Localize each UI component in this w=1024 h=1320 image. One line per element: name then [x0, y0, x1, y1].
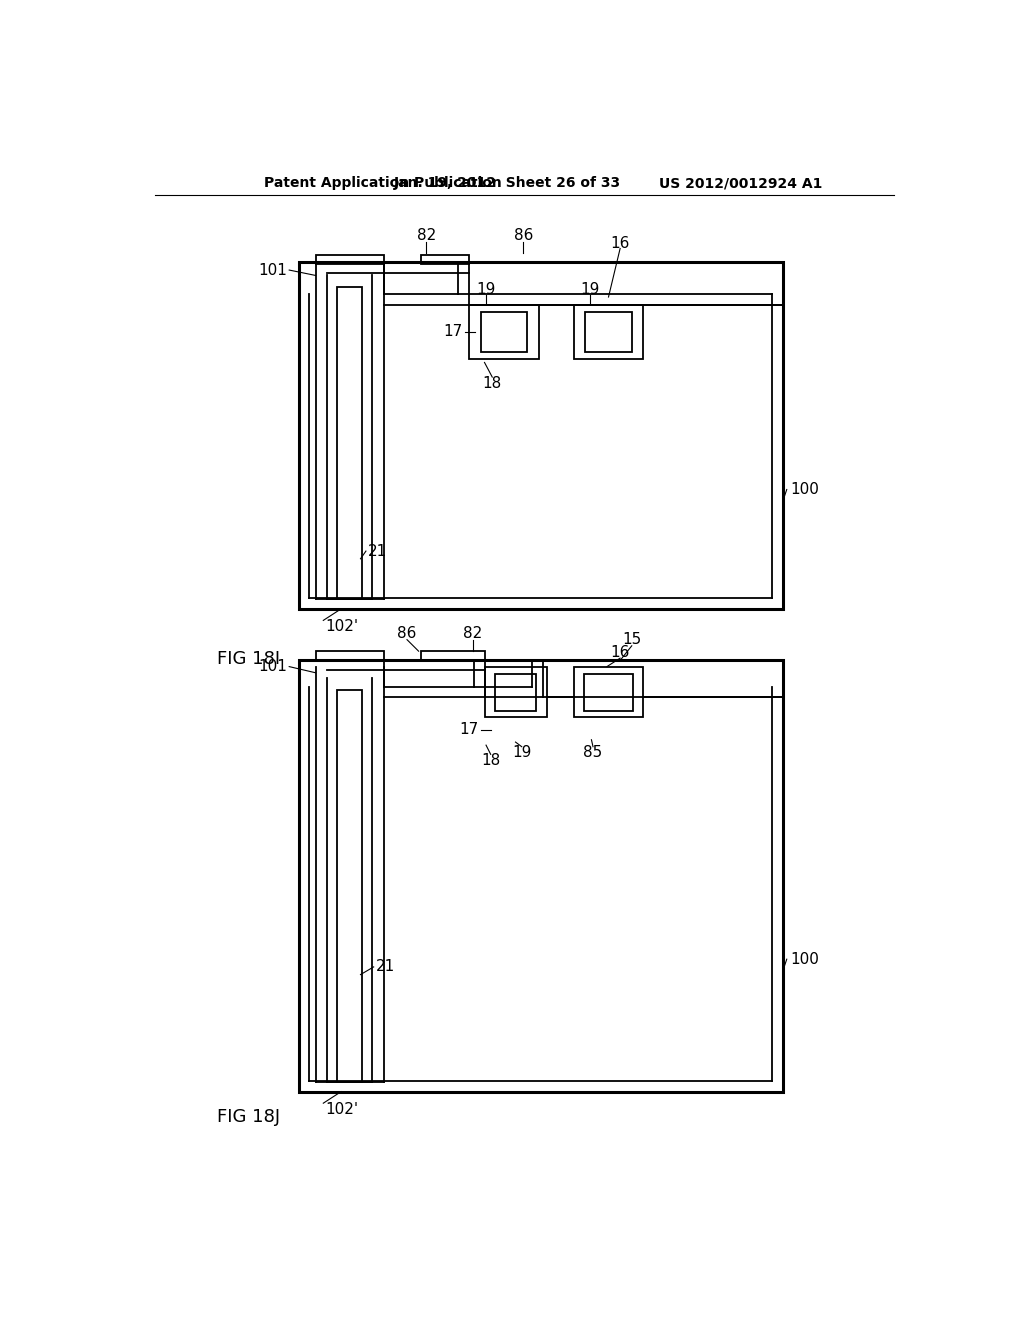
Text: 21: 21 — [376, 960, 395, 974]
Text: 86: 86 — [514, 228, 532, 243]
Bar — [573, 305, 643, 359]
Text: 16: 16 — [610, 645, 630, 660]
Text: FIG 18I: FIG 18I — [217, 649, 281, 668]
Text: 21: 21 — [369, 544, 387, 558]
Bar — [469, 305, 539, 359]
Bar — [299, 660, 783, 1092]
Text: 16: 16 — [610, 235, 630, 251]
Text: US 2012/0012924 A1: US 2012/0012924 A1 — [658, 176, 822, 190]
Text: 85: 85 — [584, 746, 603, 760]
Text: 17: 17 — [459, 722, 478, 738]
Bar — [299, 263, 783, 609]
Text: 82: 82 — [417, 228, 436, 243]
Text: 100: 100 — [791, 952, 819, 966]
Text: 18: 18 — [481, 752, 501, 768]
Bar — [586, 313, 632, 352]
Text: 86: 86 — [397, 626, 417, 642]
Text: 19: 19 — [581, 281, 600, 297]
Bar — [421, 255, 469, 264]
Text: 19: 19 — [512, 746, 531, 760]
Bar — [315, 255, 384, 264]
Bar — [484, 667, 547, 717]
Bar — [337, 286, 362, 599]
Text: 15: 15 — [623, 632, 641, 647]
Bar — [421, 651, 484, 660]
Text: 101: 101 — [258, 659, 287, 675]
Text: 82: 82 — [463, 626, 482, 642]
Text: 19: 19 — [476, 281, 496, 297]
Text: 102': 102' — [326, 1102, 358, 1117]
Text: 100: 100 — [791, 482, 819, 498]
Bar — [495, 675, 537, 711]
Bar — [585, 675, 633, 711]
Text: Jan. 19, 2012  Sheet 26 of 33: Jan. 19, 2012 Sheet 26 of 33 — [394, 176, 622, 190]
Text: FIG 18J: FIG 18J — [217, 1107, 281, 1126]
Bar — [573, 667, 643, 717]
Text: Patent Application Publication: Patent Application Publication — [263, 176, 502, 190]
Text: 101: 101 — [258, 263, 287, 277]
Text: 18: 18 — [482, 376, 502, 391]
Bar — [480, 313, 527, 352]
Bar — [337, 689, 362, 1082]
Text: 17: 17 — [443, 325, 463, 339]
Text: 102': 102' — [326, 619, 358, 634]
Bar — [315, 651, 384, 660]
